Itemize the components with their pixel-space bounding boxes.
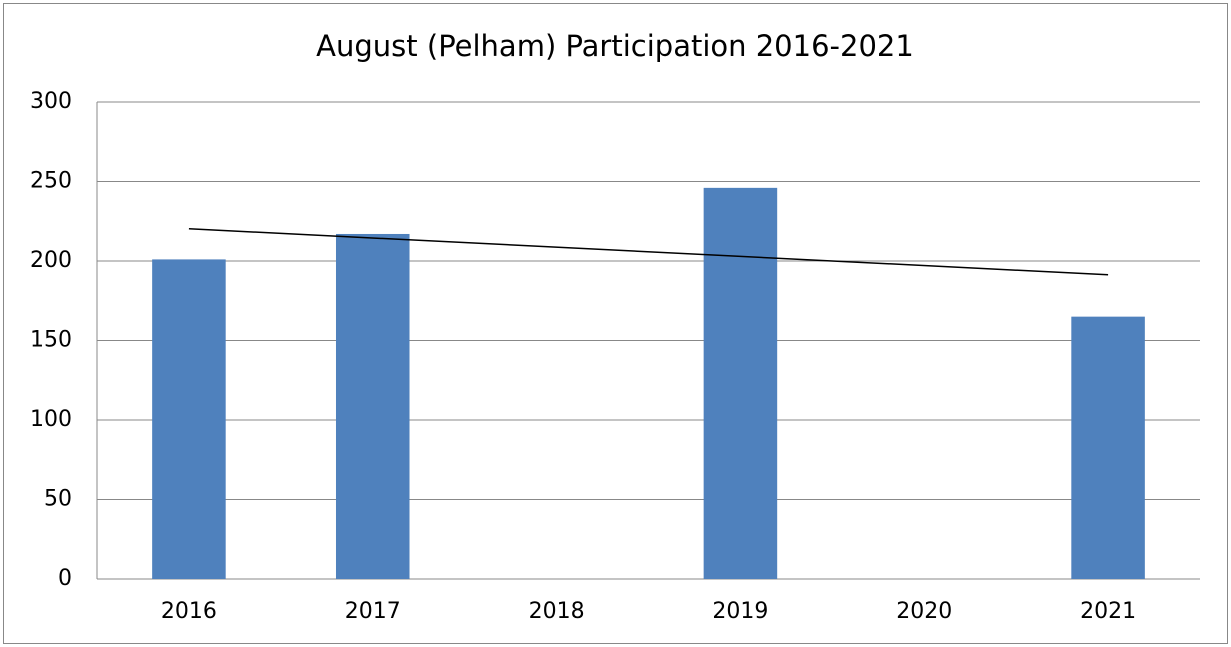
y-tick-label: 300 [30,89,72,114]
y-tick-label: 0 [58,566,72,591]
x-tick-label: 2018 [529,599,585,624]
y-tick-label: 50 [44,487,72,512]
x-tick-label: 2016 [161,599,217,624]
trendline [188,228,1109,276]
y-tick-label: 250 [30,169,72,194]
x-tick-label: 2021 [1080,599,1136,624]
y-tick-label: 150 [30,328,72,353]
y-tick-label: 200 [30,248,72,273]
bar [703,187,778,580]
bar [1071,316,1145,579]
bar [152,259,226,579]
bar [335,233,410,579]
chart-title: August (Pelham) Participation 2016-2021 [316,29,914,63]
x-tick-label: 2020 [896,599,952,624]
x-tick-label: 2017 [345,599,401,624]
y-tick-label: 100 [30,407,72,432]
x-tick-label: 2019 [712,599,768,624]
